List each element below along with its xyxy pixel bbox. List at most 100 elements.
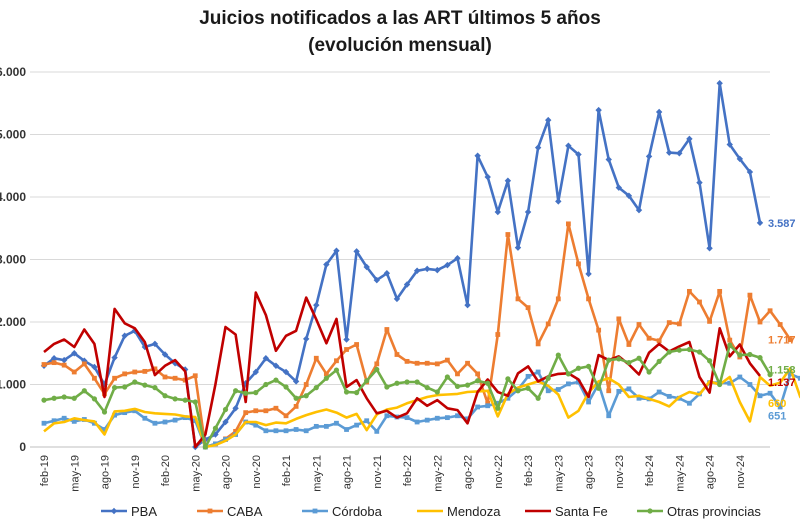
pba-marker <box>292 378 300 385</box>
otras-provincias-marker <box>535 395 541 401</box>
series-caba <box>41 221 793 450</box>
caba-marker <box>636 322 642 327</box>
otras-provincias-marker <box>696 349 703 355</box>
legend-label: Córdoba <box>332 504 383 519</box>
pba-marker <box>726 141 733 148</box>
otras-provincias-marker <box>717 381 723 388</box>
pba-marker <box>575 151 582 158</box>
otras-provincias-marker <box>525 385 531 391</box>
c-rdoba-marker <box>142 415 148 421</box>
caba-marker <box>747 292 753 298</box>
y-tick-label: 1.000 <box>0 378 26 392</box>
caba-marker <box>303 382 309 387</box>
caba-marker <box>646 335 652 341</box>
x-tick-label: nov-24 <box>735 455 747 489</box>
otras-provincias-marker <box>283 384 289 390</box>
caba-marker <box>465 360 470 366</box>
pba-marker <box>625 192 633 199</box>
c-rdoba-marker <box>253 422 259 428</box>
legend-marker <box>647 508 653 514</box>
otras-provincias-marker <box>394 380 400 386</box>
x-tick-label: may-21 <box>311 455 323 492</box>
legend-item: Santa Fe <box>525 504 608 519</box>
c-rdoba-marker <box>344 427 349 432</box>
pba-marker <box>302 335 310 343</box>
c-rdoba-marker <box>273 428 279 434</box>
c-rdoba-marker <box>444 415 450 421</box>
end-label: 651 <box>768 410 786 422</box>
pba-marker <box>91 363 98 371</box>
otras-provincias-marker <box>202 444 208 450</box>
c-rdoba-marker <box>777 404 783 410</box>
caba-marker <box>92 375 97 381</box>
c-rdoba-marker <box>586 399 591 405</box>
legend-label: Santa Fe <box>555 504 608 519</box>
caba-marker <box>424 360 430 366</box>
otras-provincias-marker <box>444 374 450 380</box>
pba-marker <box>696 179 703 186</box>
end-label: 1.717 <box>768 335 796 347</box>
x-tick-label: ago-19 <box>100 455 112 489</box>
otras-provincias-marker <box>91 396 98 402</box>
otras-provincias-marker <box>767 372 773 378</box>
c-rdoba-marker <box>565 381 571 387</box>
pba-marker <box>252 368 259 376</box>
caba-marker <box>616 316 622 322</box>
otras-provincias-marker <box>273 377 279 383</box>
caba-marker <box>586 296 591 302</box>
pba-marker <box>635 206 643 214</box>
caba-marker <box>414 360 420 366</box>
caba-marker <box>243 410 249 416</box>
otras-provincias-marker <box>626 360 632 366</box>
legend-item: CABA <box>197 504 263 519</box>
otras-provincias-marker <box>606 357 612 363</box>
series-c-rdoba <box>41 369 800 450</box>
c-rdoba-marker <box>787 371 793 377</box>
pba-marker <box>494 208 502 216</box>
c-rdoba-marker <box>495 400 501 406</box>
c-rdoba-marker <box>505 395 511 401</box>
pba-marker <box>403 281 411 288</box>
pba-marker <box>736 155 744 163</box>
x-tick-label: may-22 <box>432 455 444 492</box>
y-axis-ticks: 0 1.000 2.000 3.000 4.000 5.000 6.000 <box>0 65 26 454</box>
otras-provincias-marker <box>132 379 138 385</box>
c-rdoba-marker <box>606 413 612 419</box>
x-tick-label: may-23 <box>553 455 565 492</box>
pba-marker <box>484 173 491 181</box>
legend: PBA CABA Córdoba Mendoza Santa Fe Otras provi… <box>101 504 761 519</box>
pba-marker <box>383 270 391 277</box>
caba-marker <box>313 355 319 361</box>
pba-marker <box>464 301 471 309</box>
pba-marker <box>353 248 360 255</box>
pba-marker <box>413 267 421 274</box>
c-rdoba-marker <box>122 410 128 416</box>
otras-provincias-marker <box>555 352 561 358</box>
pba-marker <box>131 327 138 334</box>
pba-marker <box>393 295 401 303</box>
otras-provincias-marker <box>706 358 713 364</box>
x-tick-label: ago-22 <box>463 455 475 489</box>
otras-provincias-marker <box>727 342 733 348</box>
caba-marker <box>253 408 259 414</box>
c-rdoba-marker <box>162 419 168 425</box>
legend-label: Otras provincias <box>667 504 761 519</box>
c-rdoba-marker <box>303 428 309 434</box>
x-tick-label: nov-23 <box>614 455 626 489</box>
c-rdoba-marker <box>434 415 440 421</box>
pba-marker <box>545 116 552 124</box>
caba-marker <box>475 371 481 377</box>
otras-provincias-marker <box>364 378 370 384</box>
otras-provincias-marker <box>495 405 501 411</box>
c-rdoba-marker <box>535 369 541 375</box>
x-tick-label: feb-22 <box>402 455 414 486</box>
otras-provincias-marker <box>152 385 158 391</box>
pba-marker <box>615 184 623 191</box>
caba-marker <box>727 337 733 343</box>
otras-provincias-marker <box>182 397 188 403</box>
y-tick-label: 5.000 <box>0 128 26 142</box>
series-santa-fe <box>43 291 762 449</box>
legend-marker <box>207 508 213 514</box>
pba-marker <box>595 106 602 114</box>
pba-marker <box>60 356 68 364</box>
